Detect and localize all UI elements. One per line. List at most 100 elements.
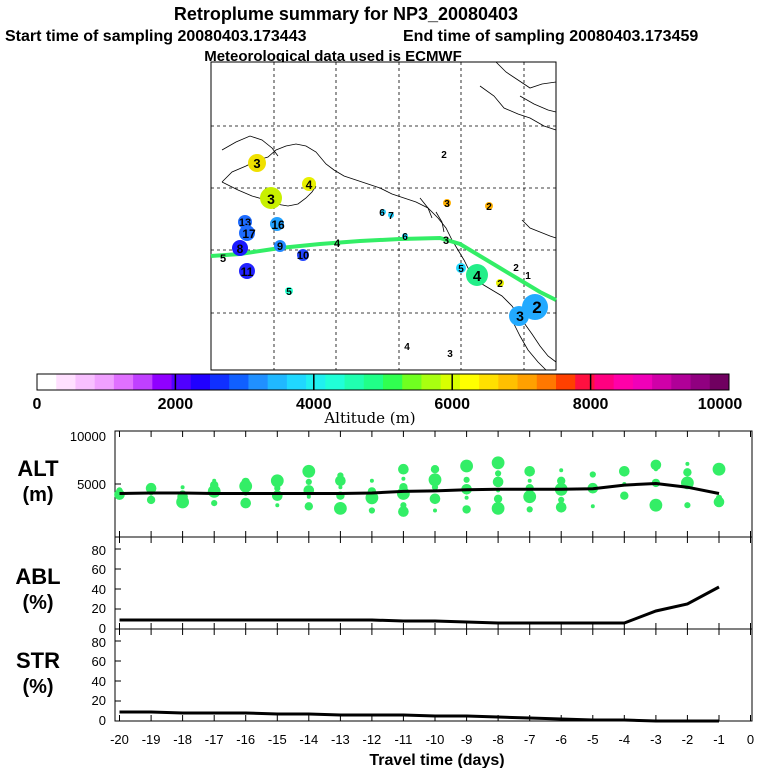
str-ytick: 0 [99, 713, 106, 728]
figure-title: Retroplume summary for NP3_20080403 [174, 4, 518, 24]
alt-cluster-point [527, 478, 532, 483]
colorbar-cell [267, 374, 288, 390]
x-tick-label: -15 [268, 732, 287, 747]
colorbar-cell [402, 374, 422, 390]
alt-cluster-point [401, 476, 406, 481]
colorbar-tick: 0 [33, 396, 42, 413]
map-marker: 5 [285, 287, 293, 298]
x-tick-label: -13 [331, 732, 350, 747]
alt-cluster-point [211, 500, 218, 507]
abl-panel: ABL (%) 0 20 40 60 80 [15, 536, 753, 636]
marker-dot [443, 199, 451, 207]
alt-cluster-point [685, 461, 690, 466]
alt-cluster-point [270, 474, 284, 488]
map-marker: 4 [404, 342, 410, 353]
marker-dot [509, 306, 529, 326]
colorbar-cell [459, 374, 480, 390]
alt-cluster-point [712, 462, 726, 476]
marker-dot [402, 233, 408, 239]
colorbar-cell [37, 374, 57, 390]
abl-ytick: 0 [99, 621, 106, 636]
marker-label: 16 [271, 218, 285, 232]
alt-panel: ALT (m) 10000 5000 [17, 429, 753, 538]
colorbar-cell [94, 374, 115, 390]
marker-label: 4 [334, 238, 341, 250]
alt-cluster-point [428, 473, 442, 487]
marker-label: 11 [241, 265, 254, 279]
map-marker: 8 [232, 240, 248, 256]
marker-label: 2 [497, 279, 503, 290]
marker-label: 6 [402, 232, 408, 243]
alt-cluster-point [684, 502, 691, 509]
colorbar-cell [210, 374, 230, 390]
colorbar-cell [190, 374, 211, 390]
alt-cluster-point [650, 459, 662, 471]
map-marker: 4 [466, 264, 488, 286]
marker-label: 2 [513, 263, 519, 274]
map-marker: 3 [443, 235, 449, 247]
arctic-islands [495, 61, 557, 113]
colorbar-cell [56, 374, 76, 390]
map-marker: 5 [220, 253, 226, 265]
x-tick-label: -6 [555, 732, 567, 747]
alt-cluster-point [492, 476, 504, 488]
abl-yticks: 0 20 40 60 80 [92, 543, 106, 636]
marker-label: 7 [388, 211, 394, 222]
map-marker: 4 [334, 238, 341, 250]
alt-cluster-point [559, 468, 564, 473]
colorbar-tick: 4000 [296, 396, 332, 413]
start-time-label: Start time of sampling 20080403.173443 [5, 28, 307, 45]
marker-label: 5 [458, 264, 464, 275]
colorbar-cell [421, 374, 442, 390]
alt-cluster-point [524, 466, 535, 477]
abl-frame [114, 536, 753, 630]
alt-cluster-point [399, 483, 408, 492]
marker-dot [380, 209, 386, 215]
alt-cluster-point [523, 490, 537, 504]
map-marker: 17 [239, 225, 256, 241]
marker-dot [248, 154, 266, 172]
x-tick-label: -17 [205, 732, 224, 747]
alt-cluster-point [212, 478, 217, 483]
colorbar-cell [594, 374, 615, 390]
colorbar-cell [325, 374, 346, 390]
marker-dot [388, 212, 394, 218]
colorbar-cell [133, 374, 153, 390]
colorbar-tick: 2000 [158, 396, 194, 413]
alt-cluster-point [400, 502, 407, 509]
x-tick-label: -20 [110, 732, 129, 747]
abl-ylabel: ABL [15, 564, 60, 589]
alt-cluster-point [558, 496, 565, 503]
str-ytick: 20 [92, 693, 106, 708]
colorbar-cell [229, 374, 249, 390]
marker-label: 3 [444, 199, 450, 210]
marker-label: 1 [525, 271, 531, 282]
colorbar-cell [709, 374, 730, 390]
panel-tick-marks [115, 430, 751, 722]
marker-label: 2 [532, 298, 541, 317]
alt-cluster-point [275, 503, 280, 508]
x-tick-label: -9 [461, 732, 473, 747]
arctic-coast [479, 85, 557, 131]
colorbar-tick: 6000 [434, 396, 470, 413]
marker-label: 4 [404, 342, 410, 353]
marker-dot [485, 202, 493, 210]
marker-dot [274, 240, 286, 252]
str-ylabel: STR [16, 648, 60, 673]
colorbar-cell [632, 374, 653, 390]
abl-ytick: 60 [92, 562, 106, 577]
x-tick-label: -7 [524, 732, 536, 747]
marker-label: 2 [441, 150, 447, 161]
alt-cluster-point [210, 480, 219, 490]
colorbar-dividers [174, 374, 592, 390]
alt-cluster-point [715, 494, 723, 501]
coastlines [221, 61, 557, 371]
colorbar-cell [248, 374, 269, 390]
colorbar-cell [517, 374, 538, 390]
mexico-coast [511, 319, 547, 371]
x-tick-label: -14 [299, 732, 318, 747]
str-ytick: 60 [92, 654, 106, 669]
marker-label: 9 [277, 241, 283, 253]
colorbar-cell [479, 374, 499, 390]
alt-cluster-point [241, 477, 250, 487]
